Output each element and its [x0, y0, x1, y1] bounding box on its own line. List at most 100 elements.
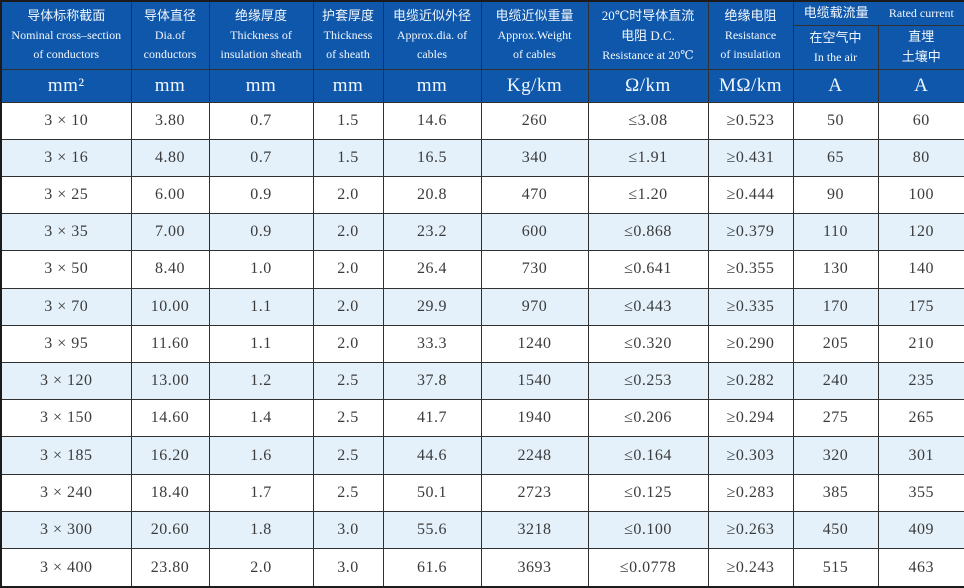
header-line-en: In the air [813, 49, 858, 64]
table-cell: 20.8 [382, 175, 482, 215]
table-cell: 970 [480, 287, 589, 326]
table-cell: 2.0 [208, 548, 314, 588]
header-line-en: Dia.of [154, 28, 186, 43]
header-line-en: of conductors [33, 47, 100, 62]
table-cell: 18.40 [130, 473, 210, 512]
unit-cell: Ω/km [587, 68, 709, 103]
table-cell: ≥0.335 [707, 287, 794, 326]
table-row: 3 × 10 3.80 0.7 1.5 14.6 260 ≤3.08 ≥0.523 50 60 [0, 101, 964, 140]
table-cell: ≤3.08 [587, 101, 709, 140]
table-row: 3 × 16 4.80 0.7 1.5 16.5 340 ≤1.91 ≥0.431 65 80 [0, 138, 964, 177]
table-cell: ≤0.868 [587, 213, 709, 252]
header-line-en: Approx.dia. of [396, 28, 468, 43]
table-cell: 600 [480, 213, 589, 252]
unit-cell: A [792, 68, 879, 103]
table-row: 3 × 150 14.60 1.4 2.5 41.7 1940 ≤0.206 ≥0.294 27… [0, 399, 964, 438]
table-cell: 20.60 [130, 510, 210, 550]
table-cell: 1.7 [208, 473, 314, 512]
col-header-nominal-cross-section: 导体标称截面 Nominal cross–section of conducto… [0, 0, 132, 70]
col-header-buried: 直埋 土壤中 [877, 24, 964, 70]
unit-cell: mm [208, 68, 314, 103]
table-body: 3 × 10 3.80 0.7 1.5 14.6 260 ≤3.08 ≥0.523 50 60 3 … [0, 101, 964, 588]
table-cell: 1.8 [208, 510, 314, 550]
header-line-en: Thickness of [230, 28, 292, 43]
table-cell: 65 [792, 138, 879, 177]
table-cell: ≤0.125 [587, 473, 709, 512]
header-line-en: conductors [143, 47, 197, 62]
table-cell: 41.7 [382, 399, 482, 438]
table-cell: ≥0.444 [707, 175, 794, 215]
table-cell: 1.5 [312, 138, 384, 177]
header-line-zh: 土壤中 [901, 49, 941, 64]
table-cell: 385 [792, 473, 879, 512]
header-row-sub: 在空气中 In the air 直埋 土壤中 [1, 24, 964, 70]
table-cell: 275 [792, 399, 879, 438]
header-line-en: Approx.Weight [497, 28, 572, 43]
table-cell: 37.8 [382, 362, 482, 401]
table-row: 3 × 120 13.00 1.2 2.5 37.8 1540 ≤0.253 ≥0.282 24… [0, 362, 964, 401]
table-cell: ≤1.91 [587, 138, 709, 177]
table-cell: 3.0 [312, 510, 384, 550]
table-cell: 355 [877, 473, 964, 512]
table-cell: 2.0 [312, 250, 384, 289]
table-cell: 16.5 [382, 138, 482, 177]
table-cell: 1.5 [312, 101, 384, 140]
table-cell: 55.6 [382, 510, 482, 550]
table-cell: 1.0 [208, 250, 314, 289]
table-cell: ≤0.443 [587, 287, 709, 326]
header-line-zh: 电缆近似重量 [495, 8, 574, 24]
table-cell: ≥0.263 [707, 510, 794, 550]
table-cell: ≥0.243 [707, 548, 794, 588]
table-cell: ≤0.164 [587, 436, 709, 475]
header-line-en: Resistance at 20℃ [602, 47, 694, 62]
unit-cell: mm [130, 68, 210, 103]
table-cell: 0.7 [208, 101, 314, 140]
table-cell: 409 [877, 510, 964, 550]
table-row: 3 × 95 11.60 1.1 2.0 33.3 1240 ≤0.320 ≥0.290 205… [0, 324, 964, 364]
table-cell: 33.3 [382, 324, 482, 364]
col-header-in-air: 在空气中 In the air [792, 24, 879, 70]
table-cell: 260 [480, 101, 589, 140]
table-cell: 140 [877, 250, 964, 289]
table-cell: 10.00 [130, 287, 210, 326]
table-cell: 2.5 [312, 399, 384, 438]
header-row-main: 导体标称截面 Nominal cross–section of conducto… [0, 0, 964, 70]
table-cell: 1240 [480, 324, 589, 364]
unit-cell: mm [312, 68, 384, 103]
table-cell: 60 [877, 101, 964, 140]
table-cell: ≥0.523 [707, 101, 794, 140]
table-cell: 3 × 25 [0, 175, 132, 215]
table-row: 3 × 25 6.00 0.9 2.0 20.8 470 ≤1.20 ≥0.444 90 100 [0, 175, 964, 215]
header-line-en: Nominal cross–section [11, 28, 122, 43]
header-line-zh: 导体直径 [143, 8, 196, 24]
header-line-zh: 电缆近似外径 [392, 8, 471, 24]
table-cell: 3.0 [312, 548, 384, 588]
unit-cell: Kg/km [480, 68, 589, 103]
table-cell: 13.00 [130, 362, 210, 401]
table-cell: 23.80 [130, 548, 210, 588]
table-cell: 100 [877, 175, 964, 215]
table-cell: ≥0.283 [707, 473, 794, 512]
header-line-zh: 护套厚度 [321, 8, 374, 24]
table-cell: ≤0.206 [587, 399, 709, 438]
table-cell: 2.0 [312, 287, 384, 326]
table-cell: ≤0.320 [587, 324, 709, 364]
table-cell: 1.4 [208, 399, 314, 438]
rated-current-en: Rated current [888, 5, 954, 20]
table-cell: 1.6 [208, 436, 314, 475]
table-cell: 3 × 400 [0, 548, 132, 588]
table-cell: ≥0.294 [707, 399, 794, 438]
table-cell: 3 × 300 [0, 510, 132, 550]
header-line-zh: 直埋 [908, 29, 935, 44]
table-cell: 6.00 [130, 175, 210, 215]
table-cell: 0.9 [208, 213, 314, 252]
table-cell: 463 [877, 548, 964, 588]
table-cell: 23.2 [382, 213, 482, 252]
table-cell: 470 [480, 175, 589, 215]
table-cell: 210 [877, 324, 964, 364]
table-cell: 2.5 [312, 473, 384, 512]
table-cell: ≥0.290 [707, 324, 794, 364]
table-cell: 2.5 [312, 362, 384, 401]
table-cell: 50.1 [382, 473, 482, 512]
table-cell: ≤0.100 [587, 510, 709, 550]
